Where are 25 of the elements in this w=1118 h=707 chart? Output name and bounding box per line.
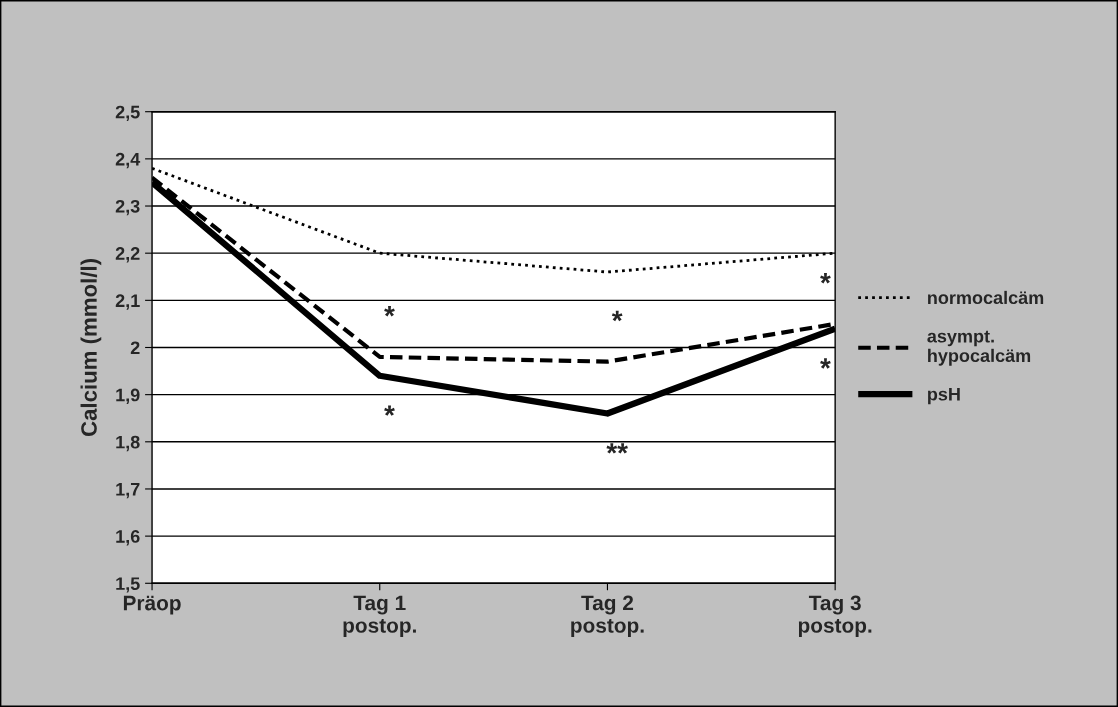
annotation: *: [820, 358, 831, 369]
x-tick-label: Präop: [123, 595, 181, 615]
y-tick-label: 2,2: [115, 247, 140, 263]
y-tick-label: 2,5: [115, 105, 140, 122]
y-tick-label: 1,8: [116, 435, 140, 452]
annotation: **: [606, 443, 628, 454]
y-tick-label: 2,1: [115, 294, 140, 310]
x-tick-label: Tag 3 postop.: [798, 595, 872, 637]
annotation: *: [384, 306, 395, 317]
x-tick-label: Tag 1 postop.: [343, 595, 416, 637]
annotation: *: [820, 273, 831, 284]
legend-label: normocalcäm: [928, 290, 1044, 305]
y-tick-label: 1,5: [116, 577, 140, 593]
legend-label: asympt. hypocalcäm: [927, 330, 1031, 366]
y-tick-label: 1,7: [116, 483, 140, 499]
y-axis-title: Calcium (mmol/l): [80, 259, 102, 437]
y-tick-label: 2: [130, 341, 140, 355]
y-tick-label: 2,4: [115, 152, 141, 169]
annotation: *: [384, 405, 395, 416]
y-tick-label: 1,6: [116, 530, 140, 546]
y-tick-label: 1,9: [116, 388, 140, 404]
x-tick-label: Tag 2 postop.: [571, 595, 644, 637]
legend-label: psH: [928, 387, 960, 405]
y-tick-label: 2,3: [115, 199, 140, 216]
annotation: *: [611, 310, 623, 322]
